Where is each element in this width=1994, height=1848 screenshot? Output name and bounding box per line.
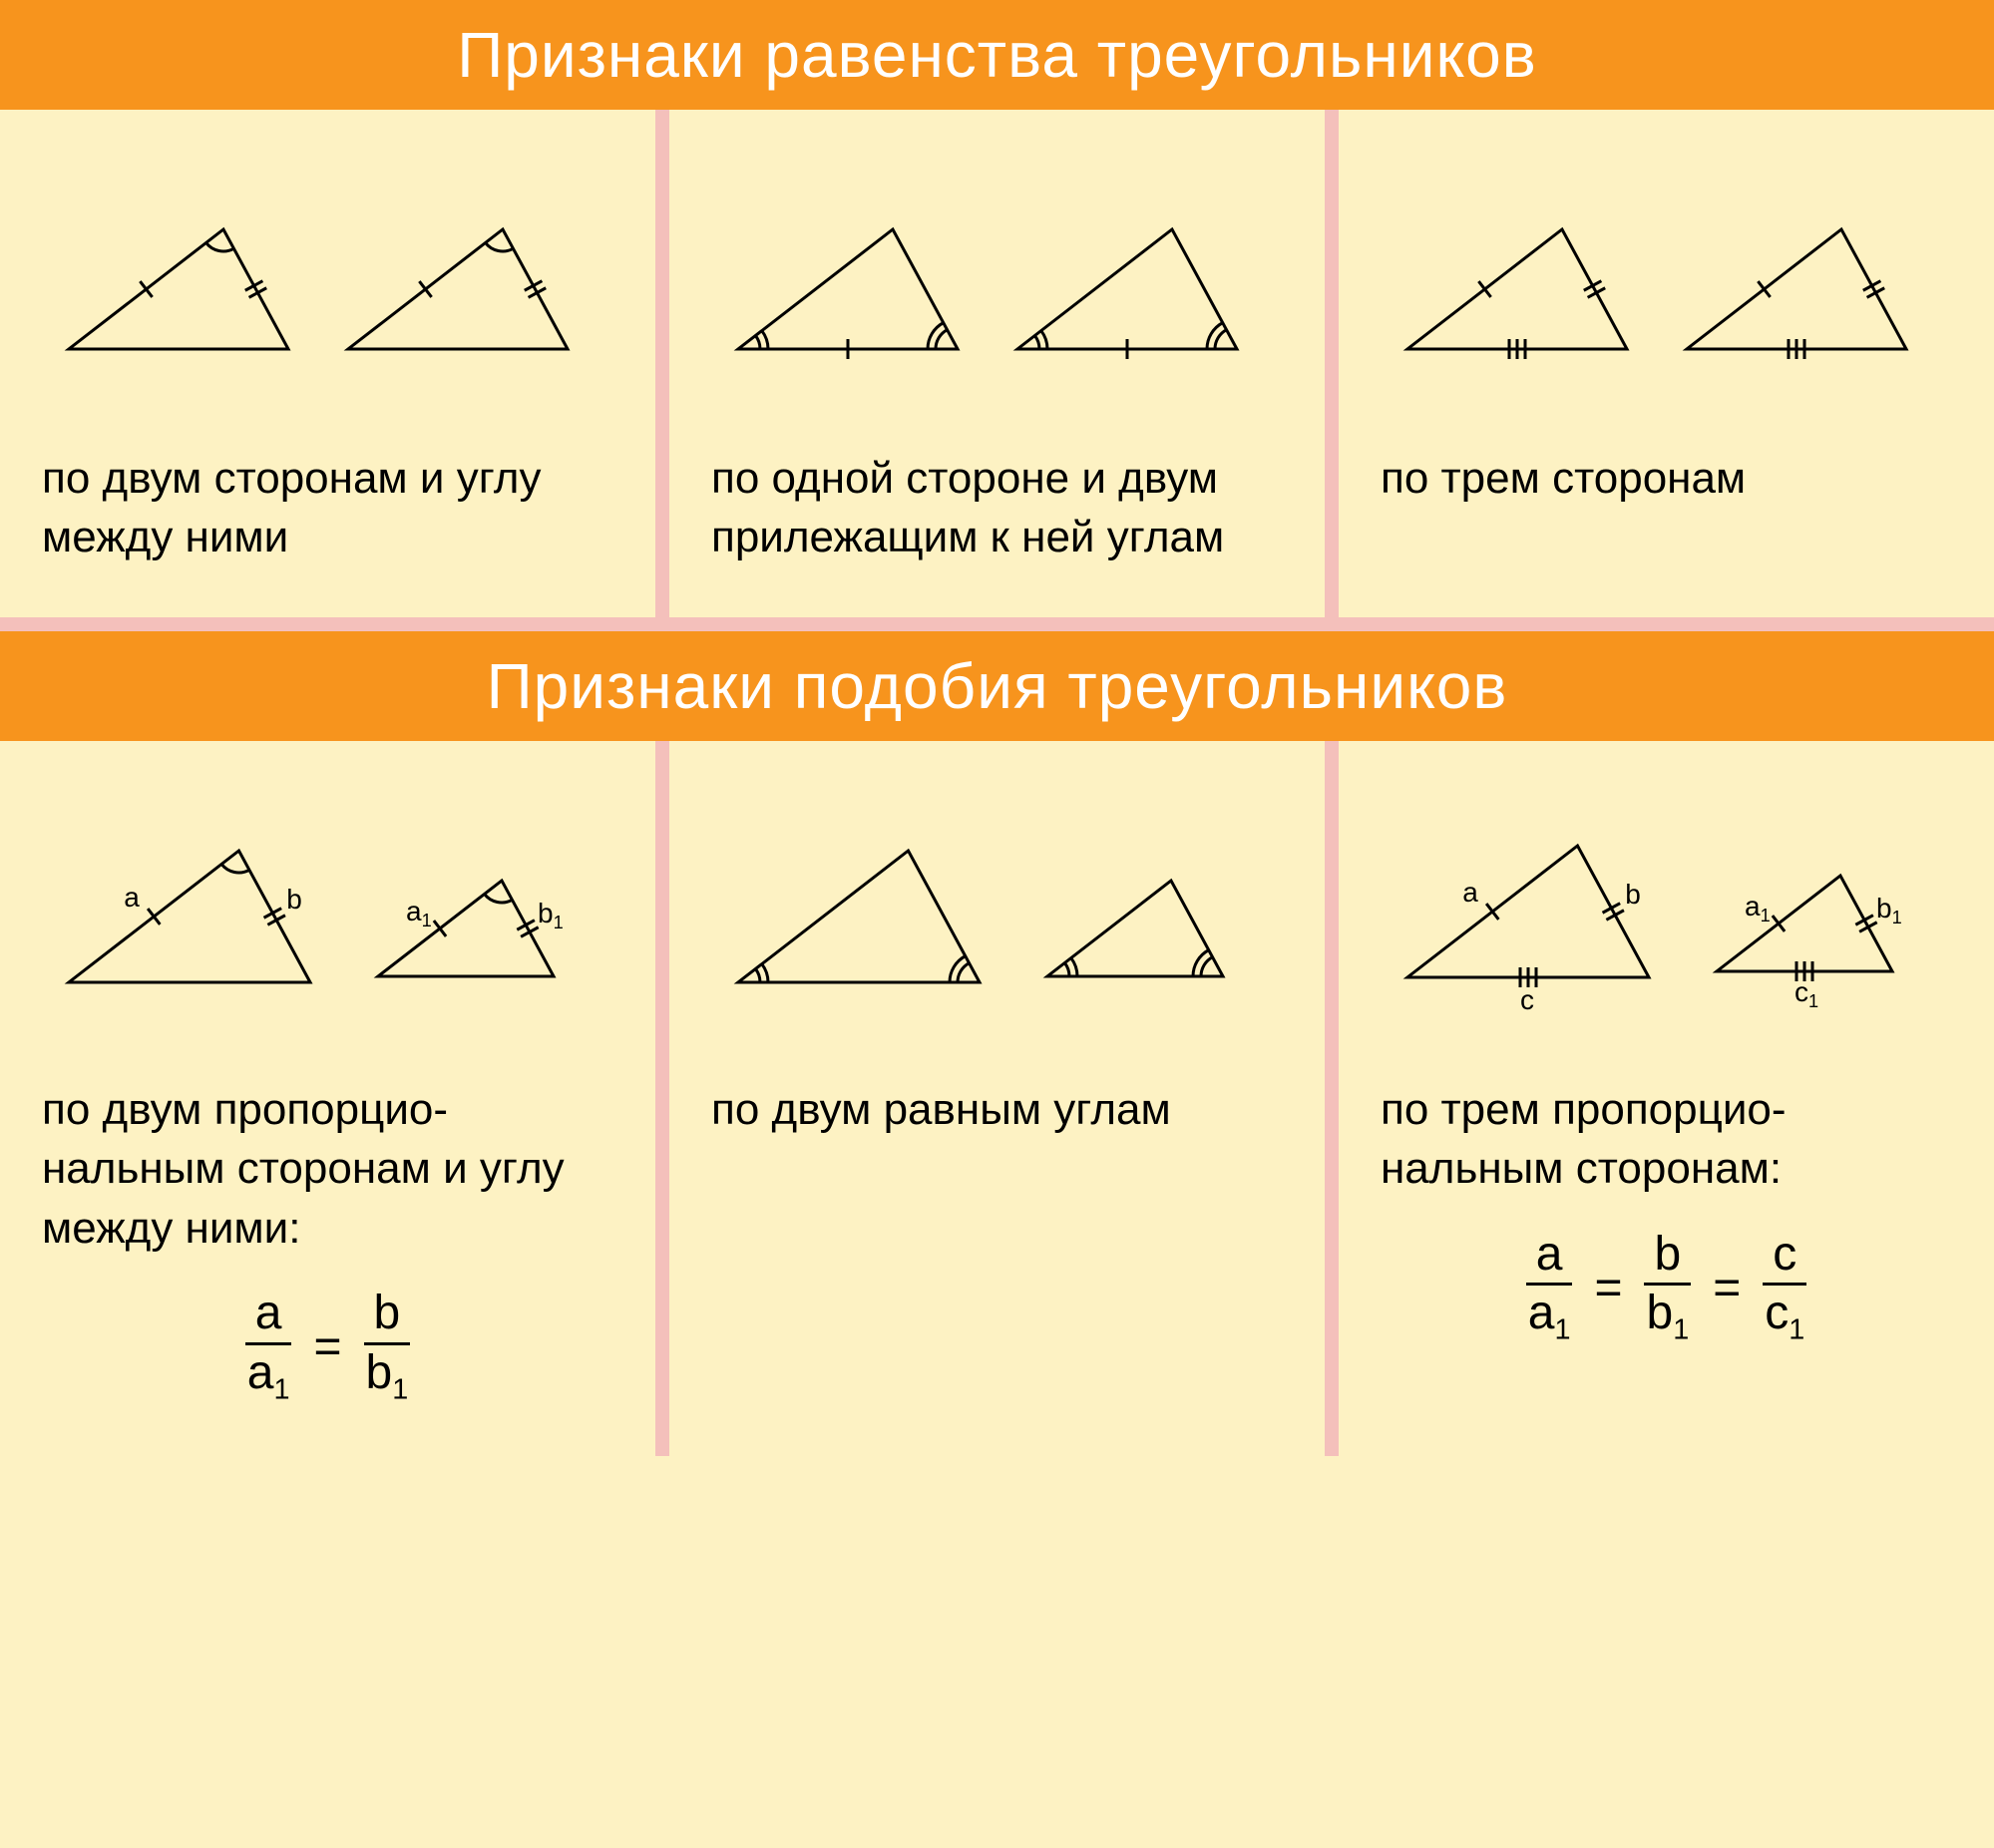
svg-text:c: c xyxy=(1520,984,1534,1015)
section1-cell-0: по двум сторонам и углу между ними xyxy=(0,110,655,617)
triangle-diagram xyxy=(1381,150,1952,429)
triangle-diagram: a b a1 b1 xyxy=(42,781,613,1060)
svg-text:b: b xyxy=(1625,879,1641,910)
section2-grid: a b a1 b1 по двум пропорцио-нальным сторонам… xyxy=(0,741,1994,1456)
triangle-diagram xyxy=(711,150,1283,429)
caption: по двум пропорцио-нальным сторонам и угл… xyxy=(42,1080,613,1258)
svg-text:c1: c1 xyxy=(1795,976,1818,1011)
section2-cell-1: по двум равным углам xyxy=(669,741,1325,1456)
triangle-diagram xyxy=(711,781,1283,1060)
svg-text:a1: a1 xyxy=(406,896,432,930)
section1-header: Признаки равенства треугольников xyxy=(0,0,1994,110)
svg-text:a: a xyxy=(1462,877,1478,908)
section-divider xyxy=(0,617,1994,631)
svg-text:b1: b1 xyxy=(1876,893,1902,927)
caption: по трем пропорцио-нальным сторонам: xyxy=(1381,1080,1952,1199)
caption: по одной стороне и двум прилежащим к ней… xyxy=(711,449,1283,567)
section1-grid: по двум сторонам и углу между ними по одн… xyxy=(0,110,1994,617)
section1-cell-1: по одной стороне и двум прилежащим к ней… xyxy=(669,110,1325,617)
caption: по трем сторонам xyxy=(1381,449,1952,508)
formula: aa1=bb1=cc1 xyxy=(1381,1229,1952,1347)
svg-text:b1: b1 xyxy=(538,898,564,932)
section2-cell-2: a b c a1 b1 c1 по трем пропорцио-нальным сторо… xyxy=(1339,741,1994,1456)
section2-cell-0: a b a1 b1 по двум пропорцио-нальным сторонам… xyxy=(0,741,655,1456)
svg-text:a1: a1 xyxy=(1745,891,1771,925)
formula: aa1=bb1 xyxy=(42,1288,613,1406)
caption: по двум сторонам и углу между ними xyxy=(42,449,613,567)
triangle-diagram xyxy=(42,150,613,429)
svg-text:b: b xyxy=(286,884,302,915)
section1-cell-2: по трем сторонам xyxy=(1339,110,1994,617)
section2-header: Признаки подобия треугольников xyxy=(0,631,1994,741)
svg-text:a: a xyxy=(124,882,140,913)
triangle-diagram: a b c a1 b1 c1 xyxy=(1381,781,1952,1060)
caption: по двум равным углам xyxy=(711,1080,1283,1139)
